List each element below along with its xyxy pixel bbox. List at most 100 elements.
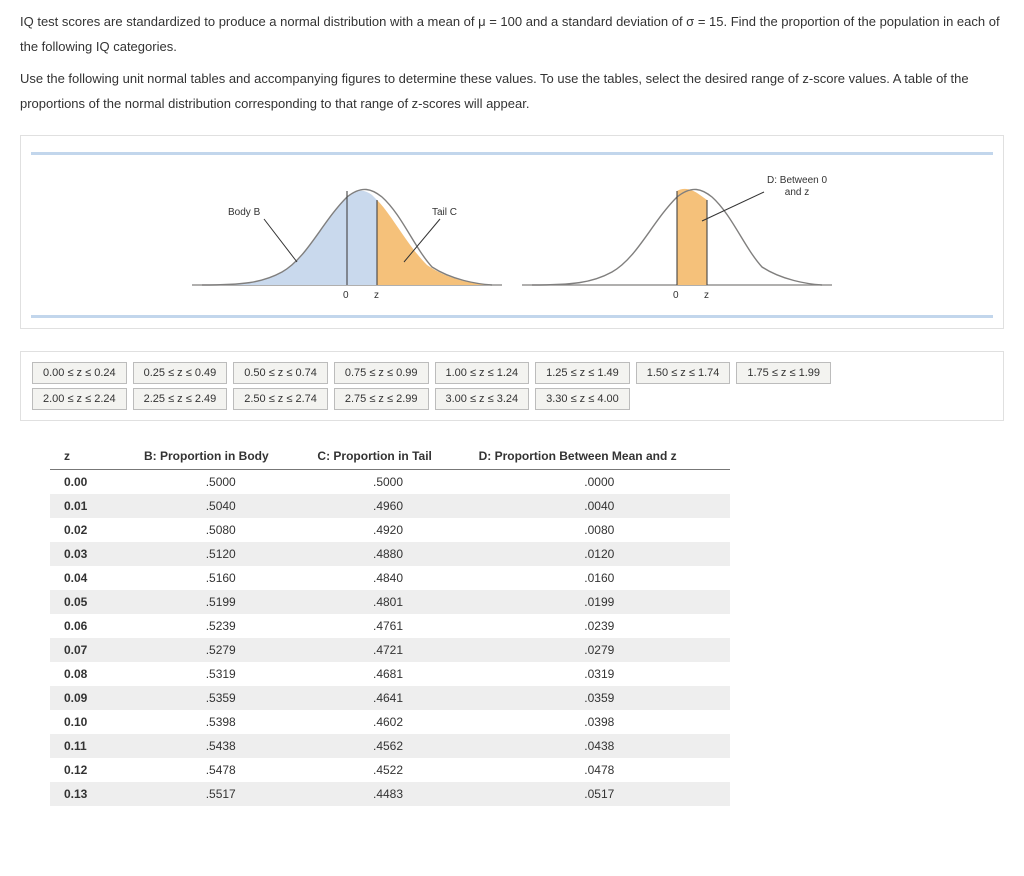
cell-value: .5398 (134, 710, 307, 734)
col-header-z: z (50, 443, 134, 470)
cell-z: 0.04 (50, 566, 134, 590)
cell-value: .5000 (307, 469, 468, 494)
z-range-tab[interactable]: 2.00 ≤ z ≤ 2.24 (32, 388, 127, 410)
cell-z: 0.13 (50, 782, 134, 806)
z-range-tab[interactable]: 3.00 ≤ z ≤ 3.24 (435, 388, 530, 410)
z-range-tab[interactable]: 3.30 ≤ z ≤ 4.00 (535, 388, 630, 410)
col-header-body: B: Proportion in Body (134, 443, 307, 470)
cell-z: 0.09 (50, 686, 134, 710)
z-range-tab[interactable]: 1.75 ≤ z ≤ 1.99 (736, 362, 831, 384)
cell-value: .4522 (307, 758, 468, 782)
cell-value: .4562 (307, 734, 468, 758)
col-header-tail: C: Proportion in Tail (307, 443, 468, 470)
cell-value: .5517 (134, 782, 307, 806)
table-row: 0.11.5438.4562.0438 (50, 734, 730, 758)
cell-value: .5000 (134, 469, 307, 494)
table-row: 0.08.5319.4681.0319 (50, 662, 730, 686)
cell-z: 0.00 (50, 469, 134, 494)
cell-value: .5239 (134, 614, 307, 638)
cell-value: .4840 (307, 566, 468, 590)
table-row: 0.06.5239.4761.0239 (50, 614, 730, 638)
axis-z-left: z (374, 290, 379, 301)
cell-value: .0398 (469, 710, 730, 734)
cell-z: 0.05 (50, 590, 134, 614)
z-range-tab[interactable]: 0.50 ≤ z ≤ 0.74 (233, 362, 328, 384)
table-row: 0.13.5517.4483.0517 (50, 782, 730, 806)
axis-zero-left: 0 (343, 290, 349, 301)
cell-value: .0000 (469, 469, 730, 494)
z-score-table: z B: Proportion in Body C: Proportion in… (50, 443, 730, 806)
cell-value: .5359 (134, 686, 307, 710)
d-label-line1: D: Between 0 (767, 175, 827, 186)
cell-value: .5319 (134, 662, 307, 686)
axis-zero-right: 0 (673, 290, 679, 301)
cell-value: .5160 (134, 566, 307, 590)
z-range-tab[interactable]: 0.75 ≤ z ≤ 0.99 (334, 362, 429, 384)
cell-value: .0279 (469, 638, 730, 662)
cell-value: .5478 (134, 758, 307, 782)
cell-value: .0080 (469, 518, 730, 542)
cell-value: .4721 (307, 638, 468, 662)
body-b-label: Body B (228, 207, 260, 218)
cell-z: 0.06 (50, 614, 134, 638)
cell-value: .0517 (469, 782, 730, 806)
cell-value: .5120 (134, 542, 307, 566)
instructions-paragraph-2: Use the following unit normal tables and… (20, 67, 1004, 116)
figure-panel: Body B Tail C 0 z D: Between 0 and z (20, 135, 1004, 329)
z-range-tab[interactable]: 2.75 ≤ z ≤ 2.99 (334, 388, 429, 410)
cell-z: 0.10 (50, 710, 134, 734)
z-range-tab[interactable]: 1.00 ≤ z ≤ 1.24 (435, 362, 530, 384)
cell-value: .5199 (134, 590, 307, 614)
cell-z: 0.08 (50, 662, 134, 686)
z-range-tab[interactable]: 1.25 ≤ z ≤ 1.49 (535, 362, 630, 384)
cell-value: .4960 (307, 494, 468, 518)
table-row: 0.04.5160.4840.0160 (50, 566, 730, 590)
z-range-tab[interactable]: 1.50 ≤ z ≤ 1.74 (636, 362, 731, 384)
table-row: 0.09.5359.4641.0359 (50, 686, 730, 710)
z-range-tab[interactable]: 2.25 ≤ z ≤ 2.49 (133, 388, 228, 410)
body-tail-curve: Body B Tail C 0 z (182, 167, 512, 307)
cell-z: 0.01 (50, 494, 134, 518)
cell-value: .4801 (307, 590, 468, 614)
cell-value: .4920 (307, 518, 468, 542)
cell-value: .5080 (134, 518, 307, 542)
axis-z-right: z (704, 290, 709, 301)
table-row: 0.03.5120.4880.0120 (50, 542, 730, 566)
cell-value: .0438 (469, 734, 730, 758)
cell-z: 0.02 (50, 518, 134, 542)
z-range-tab[interactable]: 2.50 ≤ z ≤ 2.74 (233, 388, 328, 410)
instructions-paragraph-1: IQ test scores are standardized to produ… (20, 10, 1004, 59)
table-row: 0.12.5478.4522.0478 (50, 758, 730, 782)
cell-z: 0.03 (50, 542, 134, 566)
cell-z: 0.07 (50, 638, 134, 662)
cell-value: .0199 (469, 590, 730, 614)
cell-value: .0239 (469, 614, 730, 638)
z-range-tab[interactable]: 0.25 ≤ z ≤ 0.49 (133, 362, 228, 384)
cell-value: .5279 (134, 638, 307, 662)
cell-value: .4880 (307, 542, 468, 566)
cell-value: .4483 (307, 782, 468, 806)
cell-value: .0120 (469, 542, 730, 566)
table-row: 0.07.5279.4721.0279 (50, 638, 730, 662)
cell-value: .5040 (134, 494, 307, 518)
figure-bottom-rule (31, 315, 993, 318)
problem-instructions: IQ test scores are standardized to produ… (20, 10, 1004, 117)
table-row: 0.10.5398.4602.0398 (50, 710, 730, 734)
tail-c-label: Tail C (432, 207, 457, 218)
cell-value: .4602 (307, 710, 468, 734)
cell-value: .0040 (469, 494, 730, 518)
table-row: 0.02.5080.4920.0080 (50, 518, 730, 542)
z-range-tab[interactable]: 0.00 ≤ z ≤ 0.24 (32, 362, 127, 384)
cell-value: .0478 (469, 758, 730, 782)
z-range-tab-panel: 0.00 ≤ z ≤ 0.24 0.25 ≤ z ≤ 0.490.50 ≤ z ≤… (20, 351, 1004, 421)
cell-value: .5438 (134, 734, 307, 758)
cell-value: .0160 (469, 566, 730, 590)
between-curve: D: Between 0 and z 0 z (512, 167, 842, 307)
cell-z: 0.11 (50, 734, 134, 758)
cell-z: 0.12 (50, 758, 134, 782)
cell-value: .4681 (307, 662, 468, 686)
table-row: 0.05.5199.4801.0199 (50, 590, 730, 614)
cell-value: .0319 (469, 662, 730, 686)
d-label-line2: and z (785, 187, 809, 198)
table-row: 0.01.5040.4960.0040 (50, 494, 730, 518)
